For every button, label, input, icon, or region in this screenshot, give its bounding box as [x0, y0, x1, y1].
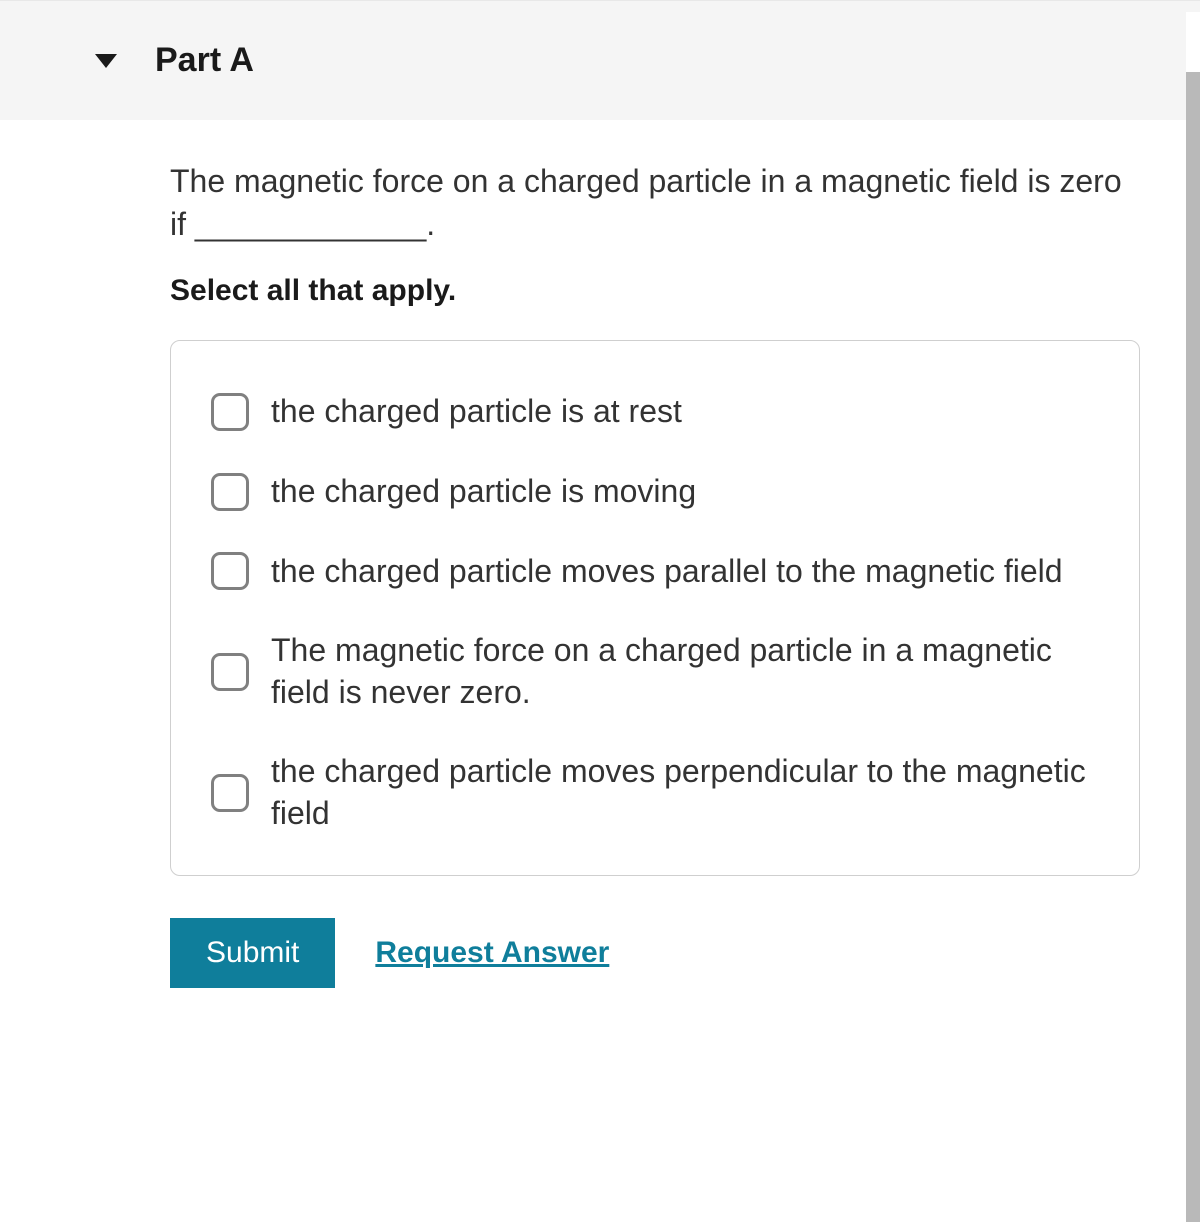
checkbox[interactable] — [211, 393, 249, 431]
caret-down-icon — [95, 54, 117, 68]
option-row: the charged particle moves perpendicular… — [211, 751, 1099, 834]
part-title: Part A — [155, 41, 254, 80]
option-label: the charged particle moves parallel to t… — [271, 551, 1063, 593]
option-label: the charged particle moves perpendicular… — [271, 751, 1099, 834]
submit-button[interactable]: Submit — [170, 918, 335, 988]
page-container: Part A The magnetic force on a charged p… — [0, 0, 1200, 1048]
scrollbar-track[interactable] — [1186, 12, 1200, 1048]
button-row: Submit Request Answer — [170, 918, 1140, 988]
option-row: the charged particle moves parallel to t… — [211, 551, 1099, 593]
option-label: The magnetic force on a charged particle… — [271, 630, 1099, 713]
option-label: the charged particle is moving — [271, 471, 696, 513]
checkbox[interactable] — [211, 473, 249, 511]
option-row: the charged particle is at rest — [211, 391, 1099, 433]
option-label: the charged particle is at rest — [271, 391, 682, 433]
checkbox[interactable] — [211, 774, 249, 812]
question-text: The magnetic force on a charged particle… — [170, 160, 1140, 246]
checkbox[interactable] — [211, 653, 249, 691]
scrollbar-thumb[interactable] — [1186, 72, 1200, 1222]
request-answer-link[interactable]: Request Answer — [375, 936, 609, 970]
question-content: The magnetic force on a charged particle… — [0, 120, 1200, 1048]
part-header[interactable]: Part A — [0, 0, 1200, 120]
question-instruction: Select all that apply. — [170, 274, 1140, 308]
option-row: the charged particle is moving — [211, 471, 1099, 513]
checkbox[interactable] — [211, 552, 249, 590]
options-panel: the charged particle is at rest the char… — [170, 340, 1140, 875]
option-row: The magnetic force on a charged particle… — [211, 630, 1099, 713]
